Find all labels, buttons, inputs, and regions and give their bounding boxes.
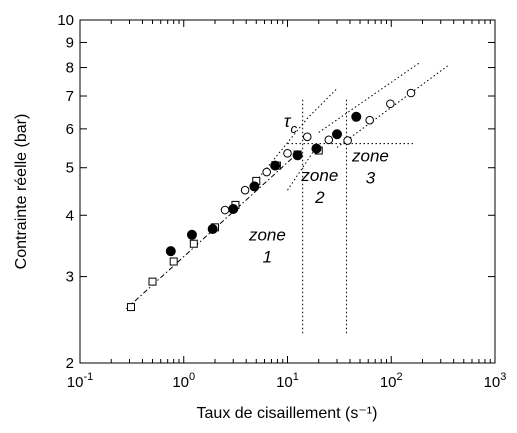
data-point-open-circle <box>324 135 334 145</box>
data-point-filled-circle <box>292 150 303 161</box>
y-tick-label: 3 <box>66 269 74 286</box>
data-point-filled-circle <box>207 224 218 235</box>
data-point-open-circle <box>240 185 250 195</box>
y-tick-label: 8 <box>66 60 74 77</box>
zone-number: 1 <box>263 248 272 267</box>
data-point-filled-circle <box>311 143 322 154</box>
zone-number: 3 <box>366 168 376 187</box>
data-point-open-circle <box>406 88 416 98</box>
data-point-open-circle <box>220 205 230 215</box>
data-point-filled-circle <box>270 160 281 171</box>
fit-line <box>318 61 421 133</box>
y-tick-label: 2 <box>66 355 74 372</box>
zone-label: zone <box>351 146 389 165</box>
data-point-filled-circle <box>186 229 197 240</box>
x-tick-label: 10-1 <box>67 371 93 391</box>
data-point-square <box>189 239 198 248</box>
data-point-open-circle <box>283 149 292 158</box>
data-point-open-circle <box>343 136 352 145</box>
data-point-open-circle <box>262 167 271 177</box>
fit-line <box>255 88 338 182</box>
x-axis-label: Taux de cisaillement (s⁻¹) <box>197 405 378 422</box>
y-tick-label: 5 <box>66 160 74 177</box>
y-tick-label: 6 <box>66 121 74 138</box>
data-point-open-circle <box>365 115 375 125</box>
x-tick-label: 102 <box>380 371 403 391</box>
tau-c-label: τc <box>284 111 298 136</box>
data-point-filled-circle <box>332 129 343 140</box>
data-point-square <box>148 277 157 286</box>
zone-number: 2 <box>314 188 325 207</box>
zone-label: zone <box>248 226 286 245</box>
data-point-square <box>126 303 135 312</box>
y-tick-label: 10 <box>57 12 74 29</box>
y-axis-label: Contrainte réelle (bar) <box>13 114 30 270</box>
data-point-square <box>169 257 178 266</box>
x-tick-label: 100 <box>172 371 195 391</box>
y-tick-label: 7 <box>66 88 74 105</box>
data-point-filled-circle <box>249 181 260 192</box>
y-tick-label: 4 <box>66 207 74 224</box>
y-tick-label: 9 <box>66 34 74 51</box>
fit-line <box>287 143 320 191</box>
data-point-filled-circle <box>228 203 239 214</box>
data-point-open-circle <box>386 99 395 109</box>
zone-label: zone <box>300 166 338 185</box>
x-tick-label: 103 <box>484 371 507 391</box>
plot-frame <box>79 19 496 364</box>
data-point-open-circle <box>302 132 312 142</box>
data-point-filled-circle <box>165 246 176 257</box>
x-tick-label: 101 <box>276 371 299 391</box>
data-point-filled-circle <box>351 111 362 122</box>
